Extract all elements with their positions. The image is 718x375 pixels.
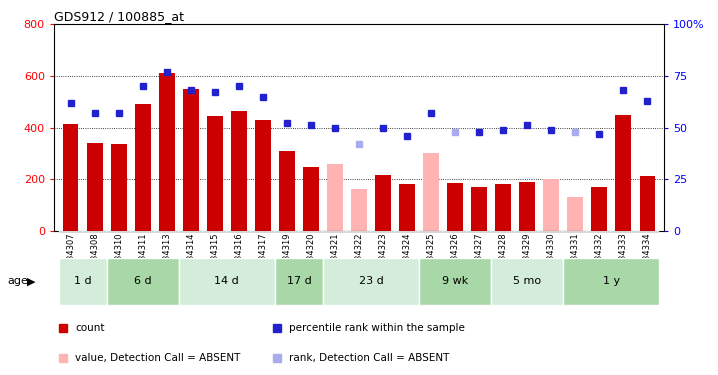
Bar [544,179,559,231]
Bar [424,153,439,231]
Bar [303,168,319,231]
Text: 1 y: 1 y [602,276,620,286]
Text: count: count [75,323,105,333]
Bar [179,231,202,232]
Bar [275,231,299,232]
Bar [419,231,443,232]
Bar [107,258,179,305]
Bar [59,258,107,305]
Text: value, Detection Call = ABSENT: value, Detection Call = ABSENT [75,353,241,363]
Bar [63,124,78,231]
Bar [635,231,659,232]
Bar [471,187,487,231]
Text: 9 wk: 9 wk [442,276,468,286]
Bar [159,74,174,231]
Text: GDS912 / 100885_at: GDS912 / 100885_at [54,10,184,23]
Bar [640,177,655,231]
Bar [59,231,83,232]
Bar [227,231,251,232]
Text: 14 d: 14 d [215,276,239,286]
Bar [491,231,516,232]
Bar [611,231,635,232]
Text: 23 d: 23 d [358,276,383,286]
Bar [323,258,419,305]
Bar [135,104,151,231]
Bar [467,231,491,232]
Text: 6 d: 6 d [134,276,151,286]
Bar [111,144,126,231]
Bar [592,187,607,231]
Text: 17 d: 17 d [286,276,312,286]
Bar [87,143,103,231]
Bar [563,258,659,305]
Bar [539,231,563,232]
Bar [351,189,367,231]
Bar [327,164,342,231]
Bar [275,258,323,305]
Text: percentile rank within the sample: percentile rank within the sample [289,323,465,333]
Bar [419,258,491,305]
Bar [587,231,611,232]
Bar [323,231,347,232]
Bar [347,231,371,232]
Text: ▶: ▶ [27,276,36,286]
Bar [83,231,107,232]
Bar [491,258,563,305]
Text: 1 d: 1 d [74,276,91,286]
Text: 5 mo: 5 mo [513,276,541,286]
Bar [251,231,275,232]
Bar [299,231,323,232]
Bar [615,115,631,231]
Text: rank, Detection Call = ABSENT: rank, Detection Call = ABSENT [289,353,449,363]
Bar [255,120,271,231]
Bar [279,151,294,231]
Bar [179,258,275,305]
Bar [376,175,391,231]
Bar [447,183,463,231]
Bar [395,231,419,232]
Bar [183,89,199,231]
Bar [202,231,227,232]
Bar [563,231,587,232]
Text: age: age [7,276,28,286]
Bar [443,231,467,232]
Bar [567,197,583,231]
Bar [516,231,539,232]
Bar [231,111,247,231]
Bar [371,231,395,232]
Bar [131,231,155,232]
Bar [207,116,223,231]
Bar [495,184,511,231]
Bar [155,231,179,232]
Bar [519,182,535,231]
Bar [107,231,131,232]
Bar [399,184,415,231]
